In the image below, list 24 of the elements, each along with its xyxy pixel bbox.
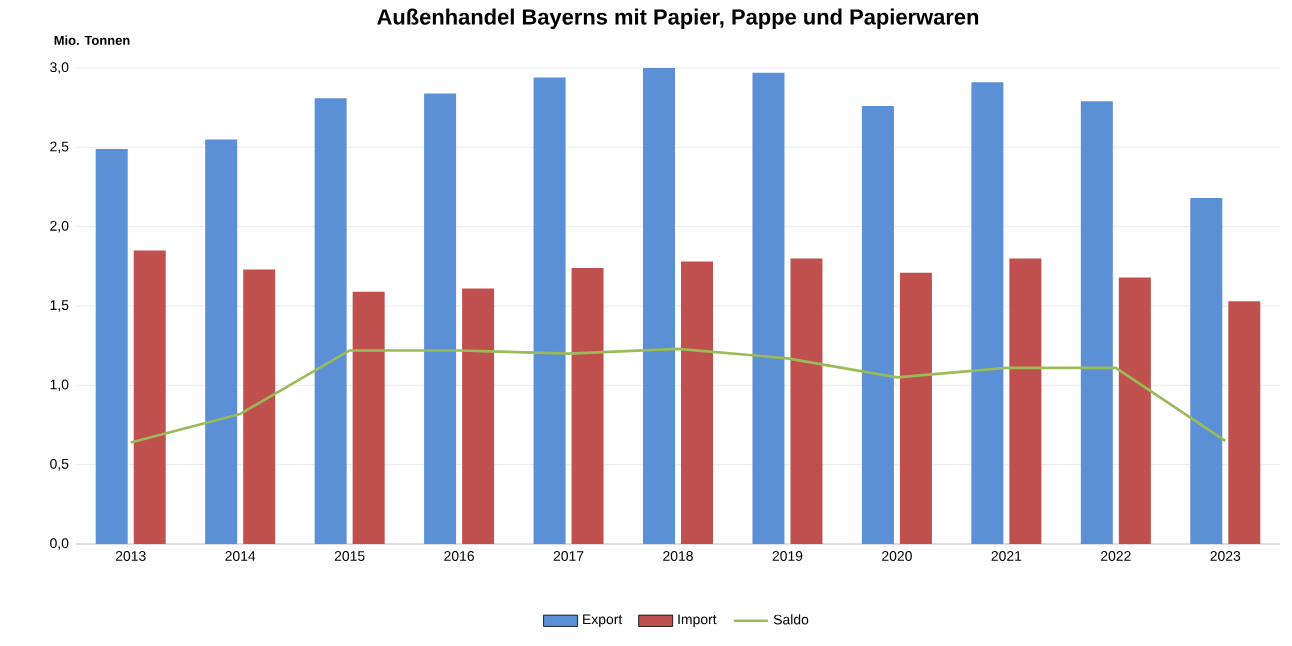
bar: [971, 82, 1004, 544]
bar: [790, 258, 823, 544]
bar: [462, 288, 495, 544]
line-series: [129, 347, 1227, 444]
bar: [352, 291, 385, 544]
bar: [205, 139, 238, 544]
bar: [643, 68, 676, 544]
bar: [571, 267, 604, 544]
chart-title: Außenhandel Bayerns mit Papier, Pappe und Papierwaren: [377, 8, 979, 29]
bar: [681, 261, 714, 544]
bar: [133, 250, 166, 544]
bar: [314, 98, 347, 544]
bar: [899, 272, 932, 544]
bar: [1190, 198, 1223, 544]
bar: [243, 269, 276, 544]
bar: [1118, 277, 1151, 544]
bar: [1228, 301, 1261, 544]
bar: [1009, 258, 1042, 544]
bar: [424, 93, 457, 544]
bar: [1080, 101, 1113, 544]
bar: [861, 106, 894, 544]
bar: [95, 148, 128, 544]
bar: [533, 77, 566, 544]
bar: [752, 72, 785, 544]
